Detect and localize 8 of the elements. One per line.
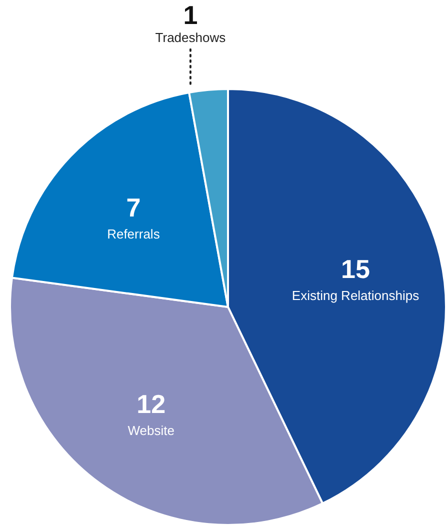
data-label: 1	[183, 0, 198, 30]
data-label: 15	[341, 254, 370, 284]
slice-label: Tradeshows	[155, 30, 226, 45]
data-label: 12	[136, 388, 166, 419]
slice-label: Existing Relationships	[292, 288, 420, 303]
slice-label: Website	[128, 422, 174, 438]
data-label: 7	[126, 192, 141, 223]
slice-label: Referrals	[107, 226, 160, 242]
